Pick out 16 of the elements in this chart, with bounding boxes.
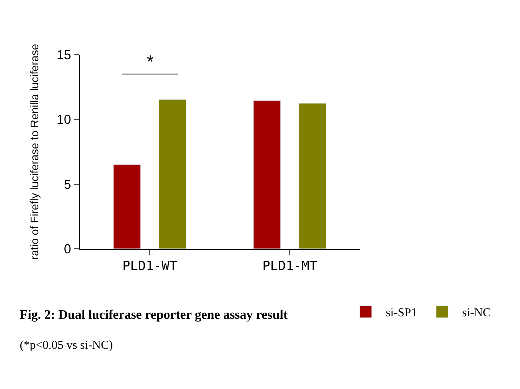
- text: (*p<0.05 vs si-NC): [20, 338, 114, 352]
- bar: [298, 103, 327, 249]
- y-tick-label: 15: [56, 48, 72, 63]
- bar: [158, 99, 187, 249]
- y-tick-label: 0: [64, 242, 72, 257]
- y-axis-title: ratio of Firefly luciferase to Renilla luciferase: [30, 44, 42, 260]
- y-tick-label: 10: [56, 112, 72, 128]
- bar: [253, 100, 282, 249]
- x-tick-label: PLD1-MT: [262, 260, 318, 275]
- annotation: *: [147, 52, 154, 72]
- x-tick-label: PLD1-WT: [122, 260, 178, 275]
- y-tick-label: 5: [64, 176, 72, 192]
- text: Fig. 2: Dual luciferase reporter gene assay result: [20, 307, 289, 322]
- bar: [113, 164, 142, 249]
- legend-label: si-SP1: [386, 306, 418, 320]
- legend-label: si-NC: [462, 306, 492, 320]
